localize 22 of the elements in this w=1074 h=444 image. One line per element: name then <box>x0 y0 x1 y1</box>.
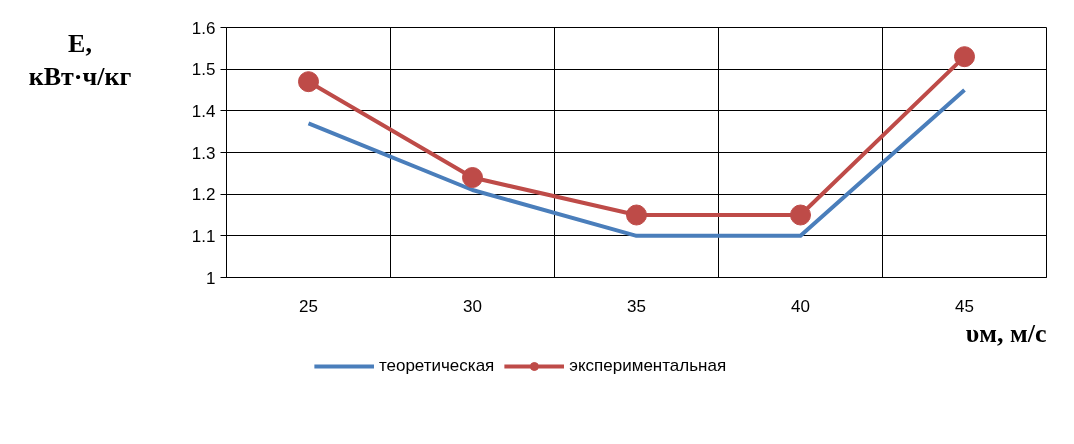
x-axis-title: υм, м/с <box>965 318 1047 348</box>
x-tick-label: 40 <box>791 296 810 316</box>
y-tick-label: 1.2 <box>191 185 216 205</box>
x-tick-label: 45 <box>955 296 974 316</box>
y-tick-label: 1.5 <box>191 60 216 80</box>
y-tick-label: 1.3 <box>191 143 216 163</box>
point <box>462 167 483 188</box>
x-tick-label: 35 <box>627 296 646 316</box>
y-tick-label: 1.6 <box>191 18 216 38</box>
line-series <box>306 88 967 238</box>
x-tick-label: 30 <box>463 296 482 316</box>
x-tick-label: 25 <box>299 296 318 316</box>
y-axis-title: E, кВт·ч/кг <box>28 28 132 93</box>
y-tick-label: 1.1 <box>191 226 216 246</box>
y-tick-label: 1 <box>206 268 216 288</box>
legend-label: экспериментальная <box>569 356 727 376</box>
point <box>298 71 319 93</box>
y-tick-label: 1.4 <box>191 101 216 121</box>
point <box>790 204 811 226</box>
point <box>954 46 975 68</box>
legend-label: теоретическая <box>378 356 495 376</box>
point <box>626 204 647 226</box>
